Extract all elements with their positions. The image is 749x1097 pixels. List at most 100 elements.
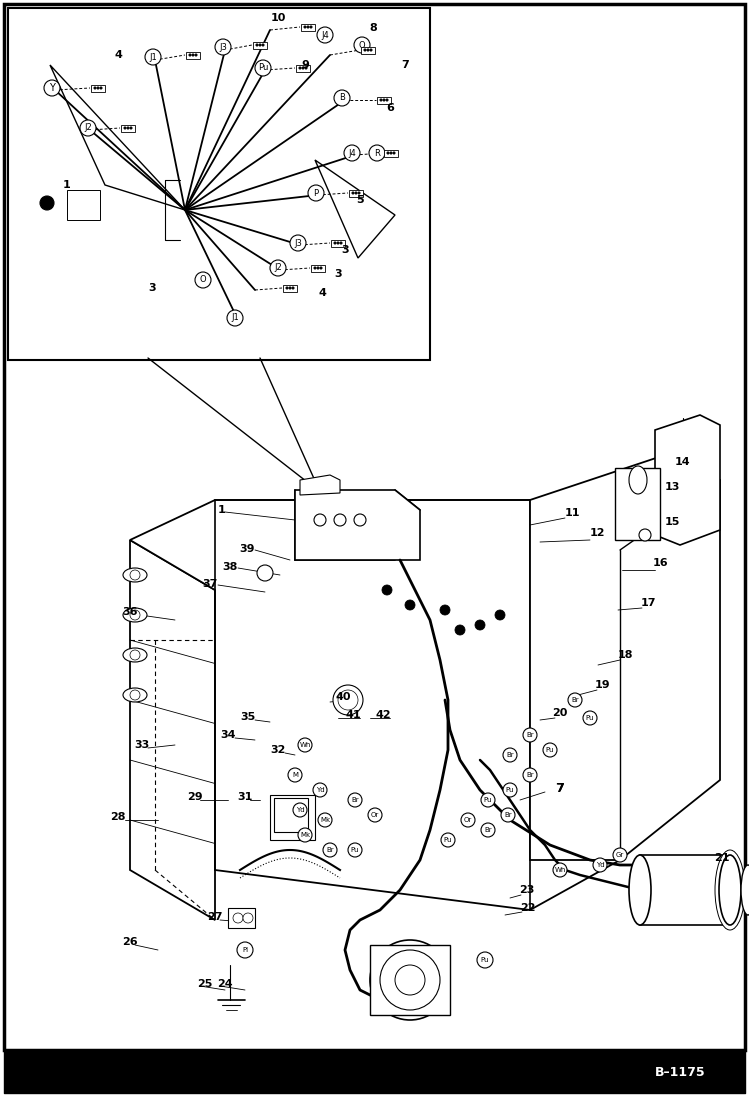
Text: 34: 34	[220, 730, 236, 740]
Circle shape	[290, 235, 306, 251]
Circle shape	[503, 748, 517, 762]
Circle shape	[337, 241, 339, 245]
Circle shape	[386, 99, 388, 101]
Text: O: O	[200, 275, 206, 284]
Circle shape	[501, 808, 515, 822]
Text: Pu: Pu	[586, 715, 594, 721]
Circle shape	[553, 863, 567, 877]
FancyBboxPatch shape	[228, 908, 255, 928]
Text: Mk: Mk	[320, 817, 330, 823]
Text: 41: 41	[345, 710, 361, 720]
Ellipse shape	[395, 965, 425, 995]
Circle shape	[354, 37, 370, 53]
Ellipse shape	[123, 568, 147, 583]
Circle shape	[44, 80, 60, 97]
FancyBboxPatch shape	[67, 190, 100, 220]
Text: Br: Br	[351, 798, 359, 803]
Text: 36: 36	[122, 607, 138, 617]
Circle shape	[259, 44, 261, 46]
Circle shape	[503, 783, 517, 798]
Text: J2: J2	[274, 263, 282, 272]
Text: Br: Br	[571, 697, 579, 703]
Circle shape	[382, 585, 392, 595]
Circle shape	[310, 26, 312, 29]
Circle shape	[392, 151, 395, 155]
Text: 32: 32	[270, 745, 285, 755]
Circle shape	[298, 828, 312, 842]
Text: J4: J4	[348, 148, 356, 158]
Bar	[121, 124, 135, 132]
Text: 5: 5	[357, 195, 364, 205]
Text: Y: Y	[49, 83, 55, 93]
Circle shape	[338, 690, 358, 710]
Text: 25: 25	[197, 979, 213, 989]
Text: Pu: Pu	[484, 798, 492, 803]
Text: Yd: Yd	[595, 862, 604, 868]
Circle shape	[543, 743, 557, 757]
Text: R: R	[374, 148, 380, 158]
Circle shape	[237, 942, 253, 958]
Circle shape	[317, 27, 333, 43]
Circle shape	[307, 26, 309, 29]
Bar	[186, 52, 200, 58]
Text: J3: J3	[219, 43, 227, 52]
Polygon shape	[640, 855, 730, 925]
Ellipse shape	[741, 866, 749, 915]
Text: 14: 14	[675, 457, 691, 467]
Text: B–1175: B–1175	[655, 1066, 706, 1079]
Circle shape	[215, 39, 231, 55]
FancyBboxPatch shape	[615, 468, 660, 540]
Circle shape	[440, 606, 450, 615]
Text: 2: 2	[43, 197, 51, 208]
Bar	[311, 264, 325, 271]
Circle shape	[233, 913, 243, 923]
Text: 7: 7	[401, 60, 409, 70]
Text: Pl: Pl	[242, 947, 248, 953]
Circle shape	[523, 728, 537, 742]
Circle shape	[286, 286, 288, 290]
Ellipse shape	[123, 648, 147, 661]
Ellipse shape	[629, 855, 651, 925]
Text: Pu: Pu	[443, 837, 452, 842]
Circle shape	[348, 842, 362, 857]
Circle shape	[130, 651, 140, 660]
Text: 42: 42	[375, 710, 391, 720]
Circle shape	[304, 26, 306, 29]
Circle shape	[145, 49, 161, 65]
Circle shape	[227, 310, 243, 326]
Circle shape	[313, 783, 327, 798]
Circle shape	[613, 848, 627, 862]
Text: 4: 4	[114, 50, 122, 60]
Text: Pu: Pu	[351, 847, 360, 853]
Circle shape	[583, 711, 597, 725]
Text: 12: 12	[589, 528, 604, 538]
Text: 1: 1	[218, 505, 226, 514]
Text: Pu: Pu	[481, 957, 489, 963]
Polygon shape	[295, 490, 420, 559]
Circle shape	[370, 48, 372, 52]
Circle shape	[380, 99, 382, 101]
Ellipse shape	[715, 850, 745, 930]
Circle shape	[189, 54, 191, 56]
Text: Br: Br	[326, 847, 334, 853]
Bar	[296, 65, 310, 71]
Text: P: P	[313, 189, 318, 197]
Circle shape	[305, 67, 307, 69]
Circle shape	[334, 514, 346, 525]
Circle shape	[314, 514, 326, 525]
Circle shape	[389, 151, 392, 155]
Circle shape	[481, 823, 495, 837]
Text: Yd: Yd	[315, 787, 324, 793]
Bar	[91, 84, 105, 91]
Circle shape	[475, 620, 485, 630]
Circle shape	[481, 793, 495, 807]
Text: 7: 7	[556, 783, 564, 793]
Circle shape	[302, 67, 304, 69]
Circle shape	[293, 803, 307, 817]
Circle shape	[455, 625, 465, 635]
Circle shape	[334, 90, 350, 106]
Circle shape	[130, 610, 140, 620]
Circle shape	[317, 267, 319, 269]
Text: 3: 3	[148, 283, 156, 293]
Text: 39: 39	[239, 544, 255, 554]
